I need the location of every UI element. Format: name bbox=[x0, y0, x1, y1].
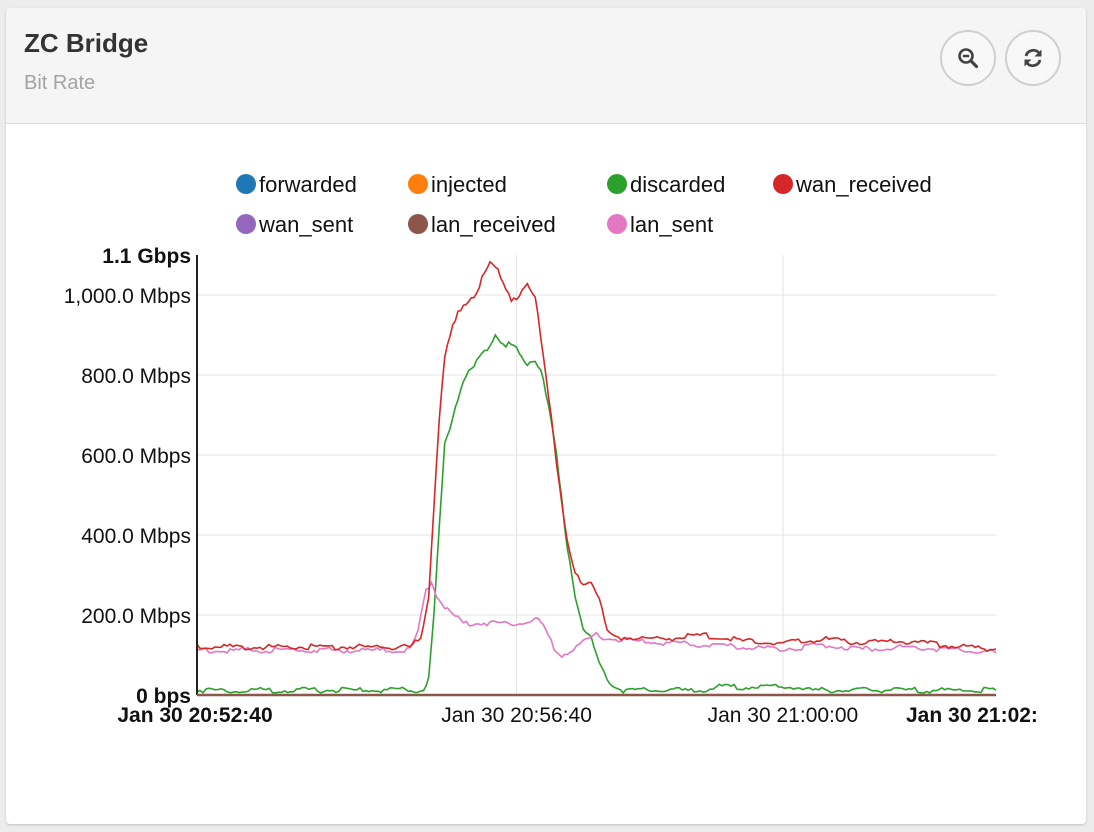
legend-label: lan_received bbox=[431, 212, 556, 237]
panel-header: ZC Bridge Bit Rate bbox=[6, 8, 1086, 124]
chart-series bbox=[196, 260, 997, 696]
legend-item-discarded: discarded bbox=[607, 172, 725, 197]
x-tick-label: Jan 30 20:56:40 bbox=[441, 704, 592, 727]
zoom-out-button[interactable] bbox=[940, 30, 996, 86]
legend-swatch bbox=[236, 174, 256, 194]
y-tick-label: 200.0 Mbps bbox=[81, 605, 191, 628]
y-tick-label: 1.1 Gbps bbox=[102, 245, 191, 268]
refresh-icon bbox=[1024, 48, 1042, 68]
panel-subtitle: Bit Rate bbox=[24, 72, 96, 94]
legend-item-forwarded: forwarded bbox=[236, 172, 357, 197]
x-tick-label: Jan 30 20:52:40 bbox=[117, 704, 272, 727]
chart-panel: ZC Bridge Bit Rate forwarded injected disc… bbox=[6, 8, 1086, 824]
chart-grid bbox=[197, 255, 996, 695]
legend-swatch bbox=[408, 174, 428, 194]
y-tick-label: 600.0 Mbps bbox=[81, 445, 191, 468]
zoom-out-icon bbox=[958, 48, 979, 69]
legend-swatch bbox=[607, 174, 627, 194]
legend-label: injected bbox=[431, 172, 507, 197]
legend-item-lan_received: lan_received bbox=[408, 212, 556, 237]
x-tick-label: Jan 30 21:00:00 bbox=[708, 704, 859, 727]
legend-item-wan_sent: wan_sent bbox=[236, 212, 353, 237]
series-line-discarded bbox=[196, 333, 997, 695]
legend-label: forwarded bbox=[259, 172, 357, 197]
y-tick-label: 400.0 Mbps bbox=[81, 525, 191, 548]
legend-item-injected: injected bbox=[408, 172, 507, 197]
y-tick-label: 1,000.0 Mbps bbox=[64, 285, 191, 308]
legend-label: wan_sent bbox=[258, 212, 353, 237]
bit-rate-chart: forwarded injected discarded wan_receivedwa… bbox=[64, 172, 1038, 727]
legend-swatch bbox=[773, 174, 793, 194]
legend-swatch bbox=[408, 214, 428, 234]
legend-item-lan_sent: lan_sent bbox=[607, 212, 713, 237]
legend-label: wan_received bbox=[795, 172, 932, 197]
legend-swatch bbox=[607, 214, 627, 234]
legend-swatch bbox=[236, 214, 256, 234]
legend-item-wan_received: wan_received bbox=[773, 172, 932, 197]
series-line-lan_sent bbox=[196, 580, 997, 659]
legend-label: discarded bbox=[630, 172, 725, 197]
legend-label: lan_sent bbox=[630, 212, 713, 237]
panel-title: ZC Bridge bbox=[24, 28, 149, 58]
series-line-wan_received bbox=[196, 260, 997, 653]
x-tick-label: Jan 30 21:02: bbox=[906, 704, 1038, 727]
y-tick-label: 0 bps bbox=[136, 685, 191, 708]
refresh-button[interactable] bbox=[1005, 30, 1061, 86]
chart-axes: 0 bps 200.0 Mbps 400.0 Mbps 600.0 Mbps 800.0… bbox=[64, 245, 1038, 727]
chart-legend: forwarded injected discarded wan_receivedwa… bbox=[236, 172, 932, 237]
y-tick-label: 800.0 Mbps bbox=[81, 365, 191, 388]
